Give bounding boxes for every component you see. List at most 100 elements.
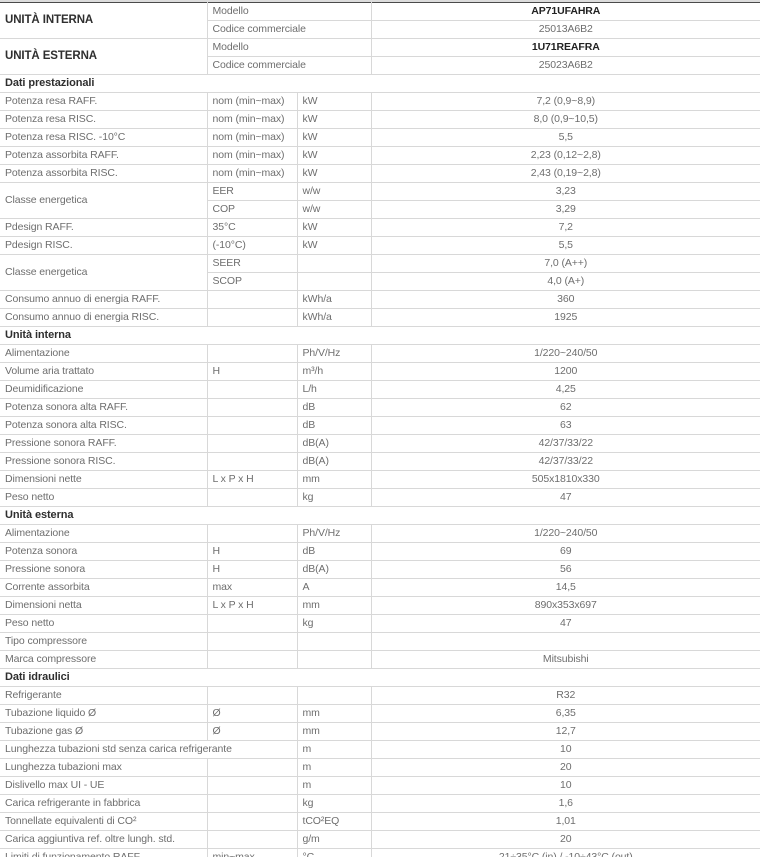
row-unit: kW [297,128,372,147]
row-condition [207,416,298,435]
row-description: Tubazione gas Ø [0,722,208,741]
row-condition: nom (min~max) [207,128,298,147]
row-description: Peso netto [0,614,208,633]
row-value: 62 [371,398,760,417]
table-row: Consumo annuo di energia RISC. kWh/a 1925 [0,308,760,327]
row-condition: EER [207,182,298,201]
row-value: 1925 [371,308,760,327]
row-condition: H [207,362,298,381]
table-row: Potenza assorbita RAFF. nom (min~max) kW 2,… [0,146,760,165]
unit-header-row: Codice commerciale 25013A6B2 [0,20,760,39]
row-unit: kW [297,92,372,111]
row-unit: m [297,740,372,759]
unit-code-value: 25013A6B2 [371,20,760,39]
table-row: SCOP 4,0 (A+) [0,272,760,291]
unit-header-row: UNITÀ ESTERNA Modello 1U71REAFRA [0,38,760,75]
row-unit: °C [297,848,372,857]
row-unit: mm [297,722,372,741]
section-header-row: Unità esterna [0,506,760,525]
row-condition [207,650,298,669]
row-value: 5,5 [371,128,760,147]
table-row: Lunghezza tubazioni std senza carica ref… [0,740,760,759]
row-unit: dB [297,542,372,561]
row-description: Classe energetica [0,254,208,291]
row-value: 42/37/33/22 [371,434,760,453]
row-condition: nom (min~max) [207,146,298,165]
table-row: Dislivello max UI - UE m 10 [0,776,760,795]
table-row: Lunghezza tubazioni max m 20 [0,758,760,777]
row-condition [207,776,298,795]
table-row: Alimentazione Ph/V/Hz 1/220~240/50 [0,524,760,543]
table-row: Corrente assorbita max A 14,5 [0,578,760,597]
row-condition: min~max [207,848,298,857]
table-row: Limiti di funzionamento RAFF. min~max °C 21… [0,848,760,857]
row-description: Potenza resa RISC. -10°C [0,128,208,147]
row-condition: nom (min~max) [207,92,298,111]
row-value [371,632,760,651]
unit-field-label: Codice commerciale [207,20,372,39]
unit-field-label: Modello [207,38,372,57]
row-description: Pressione sonora [0,560,208,579]
row-description: Pressione sonora RAFF. [0,434,208,453]
table-row: Refrigerante R32 [0,686,760,705]
row-value: 20 [371,758,760,777]
row-value: 14,5 [371,578,760,597]
row-unit: mm [297,596,372,615]
row-value: 3,23 [371,182,760,201]
row-value: 1,01 [371,812,760,831]
row-condition [207,308,298,327]
row-value: 890x353x697 [371,596,760,615]
row-value: R32 [371,686,760,705]
unit-header-row: UNITÀ INTERNA Modello AP71UFAHRA [0,2,760,39]
unit-field-label: Codice commerciale [207,56,372,75]
row-value: 47 [371,488,760,507]
row-description: Lunghezza tubazioni std senza carica ref… [0,740,298,759]
table-row: Potenza resa RISC. nom (min~max) kW 8,0 (0,… [0,110,760,129]
row-description: Potenza sonora alta RISC. [0,416,208,435]
row-description: Dislivello max UI - UE [0,776,208,795]
row-unit: g/m [297,830,372,849]
row-description: Dimensioni nette [0,470,208,489]
table-row: Classe energetica EER w/w 3,23 [0,182,760,219]
row-value: 6,35 [371,704,760,723]
row-unit: kWh/a [297,290,372,309]
row-condition: L x P x H [207,596,298,615]
row-value: Mitsubishi [371,650,760,669]
table-row: Pdesign RISC. (-10°C) kW 5,5 [0,236,760,255]
row-description: Potenza sonora alta RAFF. [0,398,208,417]
row-description: Alimentazione [0,344,208,363]
row-condition: 35°C [207,218,298,237]
row-value: 42/37/33/22 [371,452,760,471]
row-value: 7,2 [371,218,760,237]
row-unit: kg [297,488,372,507]
table-row: Tipo compressore [0,632,760,651]
section-header-row: Unità interna [0,326,760,345]
unit-header-row: Codice commerciale 25023A6B2 [0,56,760,75]
row-value: 56 [371,560,760,579]
row-value: 12,7 [371,722,760,741]
unit-title: UNITÀ ESTERNA [0,38,208,75]
section-header-row: Dati prestazionali [0,74,760,93]
row-unit: m³/h [297,362,372,381]
row-unit: dB(A) [297,452,372,471]
row-condition: max [207,578,298,597]
row-value: 1200 [371,362,760,381]
row-unit: kW [297,164,372,183]
table-row: COP w/w 3,29 [0,200,760,219]
row-condition [207,812,298,831]
row-value: 7,0 (A++) [371,254,760,273]
row-description: Potenza assorbita RISC. [0,164,208,183]
row-unit: Ph/V/Hz [297,524,372,543]
row-condition: COP [207,200,298,219]
row-value: 1/220~240/50 [371,524,760,543]
row-value: 3,29 [371,200,760,219]
row-description: Potenza sonora [0,542,208,561]
row-unit: tCO²EQ [297,812,372,831]
row-value: 47 [371,614,760,633]
unit-model-value: 1U71REAFRA [371,38,760,57]
row-unit: kW [297,146,372,165]
row-value: 1,6 [371,794,760,813]
